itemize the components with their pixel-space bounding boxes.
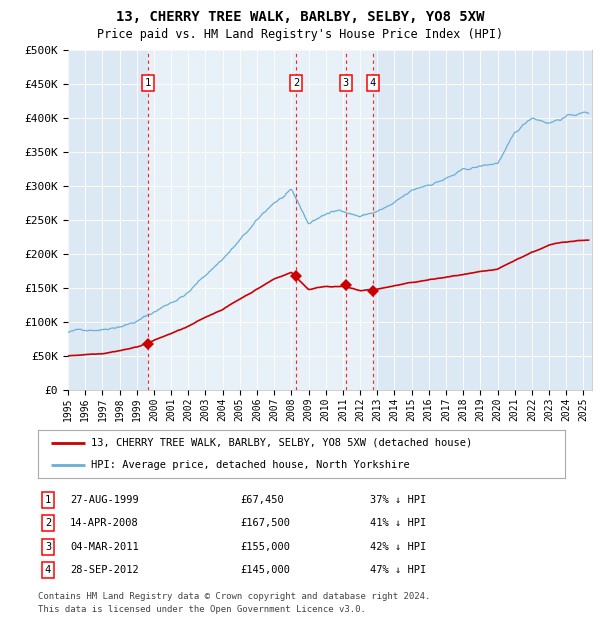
Text: 41% ↓ HPI: 41% ↓ HPI	[370, 518, 426, 528]
Text: 3: 3	[343, 78, 349, 87]
Text: 14-APR-2008: 14-APR-2008	[70, 518, 139, 528]
Text: £155,000: £155,000	[240, 542, 290, 552]
Text: 37% ↓ HPI: 37% ↓ HPI	[370, 495, 426, 505]
Text: £145,000: £145,000	[240, 565, 290, 575]
Bar	[148, 50, 373, 390]
Text: 2: 2	[45, 518, 51, 528]
Text: Price paid vs. HM Land Registry's House Price Index (HPI): Price paid vs. HM Land Registry's House …	[97, 28, 503, 41]
Text: 1: 1	[45, 495, 51, 505]
Text: 28-SEP-2012: 28-SEP-2012	[70, 565, 139, 575]
Text: 04-MAR-2011: 04-MAR-2011	[70, 542, 139, 552]
Text: 1: 1	[145, 78, 151, 87]
Text: £167,500: £167,500	[240, 518, 290, 528]
Text: £67,450: £67,450	[240, 495, 284, 505]
Text: 2: 2	[293, 78, 299, 87]
Text: 4: 4	[45, 565, 51, 575]
Text: 47% ↓ HPI: 47% ↓ HPI	[370, 565, 426, 575]
Text: 13, CHERRY TREE WALK, BARLBY, SELBY, YO8 5XW: 13, CHERRY TREE WALK, BARLBY, SELBY, YO8…	[116, 10, 484, 24]
Text: 13, CHERRY TREE WALK, BARLBY, SELBY, YO8 5XW (detached house): 13, CHERRY TREE WALK, BARLBY, SELBY, YO8…	[91, 438, 472, 448]
Text: 27-AUG-1999: 27-AUG-1999	[70, 495, 139, 505]
Text: 42% ↓ HPI: 42% ↓ HPI	[370, 542, 426, 552]
Text: This data is licensed under the Open Government Licence v3.0.: This data is licensed under the Open Gov…	[38, 605, 366, 614]
Text: Contains HM Land Registry data © Crown copyright and database right 2024.: Contains HM Land Registry data © Crown c…	[38, 592, 430, 601]
Text: 4: 4	[370, 78, 376, 87]
Text: 3: 3	[45, 542, 51, 552]
Text: HPI: Average price, detached house, North Yorkshire: HPI: Average price, detached house, Nort…	[91, 460, 409, 470]
